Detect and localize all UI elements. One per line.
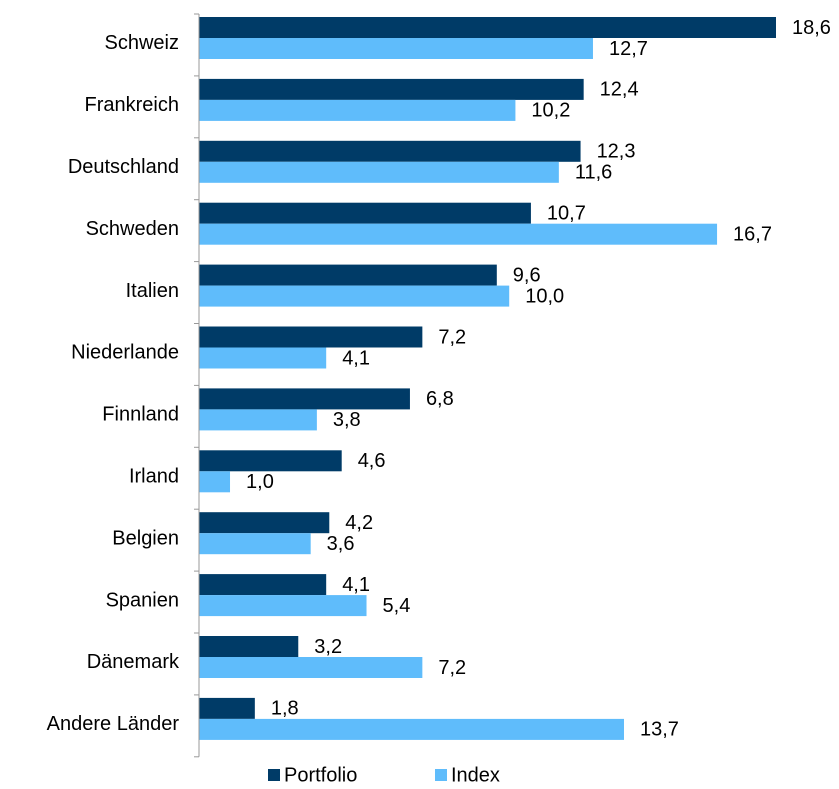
value-label-portfolio-daenemark: 3,2 (314, 636, 342, 658)
bar-index-daenemark (199, 657, 423, 678)
bar-index-italien (199, 285, 510, 307)
bar-portfolio-schweden (199, 202, 531, 224)
bar-index-finnland (199, 409, 317, 431)
value-label-index-schweden: 16,7 (733, 223, 772, 245)
bar-index-deutschland (199, 161, 559, 183)
bar-index-schweiz (199, 38, 593, 59)
value-label-index-niederlande: 4,1 (342, 347, 370, 369)
category-label-andere-laender: Andere Länder (47, 713, 180, 735)
bar-portfolio-irland (199, 450, 342, 472)
bar-portfolio-belgien (199, 512, 330, 534)
value-label-index-irland: 1,0 (246, 471, 274, 493)
bar-portfolio-daenemark (199, 636, 299, 657)
bar-index-schweden (199, 223, 718, 245)
bar-portfolio-frankreich (199, 78, 584, 100)
legend-swatch-portfolio (268, 769, 280, 781)
bar-portfolio-andere-laender (199, 697, 255, 719)
value-label-index-deutschland: 11,6 (575, 162, 612, 184)
value-label-portfolio-irland: 4,6 (358, 450, 386, 472)
value-label-index-finnland: 3,8 (333, 409, 361, 431)
labels-layer: Schweiz 18,6 12,7 Frankreich 12,4 10,2 Deutsch… (47, 17, 831, 741)
bar-index-frankreich (199, 99, 516, 121)
category-label-deutschland: Deutschland (68, 156, 179, 178)
legend-label-portfolio: Portfolio (284, 764, 357, 786)
bar-index-spanien (199, 595, 367, 617)
bar-portfolio-finnland (199, 388, 410, 410)
bar-portfolio-niederlande (199, 326, 423, 348)
category-label-niederlande: Niederlande (71, 342, 179, 364)
value-label-portfolio-finnland: 6,8 (426, 388, 454, 410)
bar-index-niederlande (199, 347, 327, 369)
value-label-index-schweiz: 12,7 (609, 38, 648, 60)
category-label-spanien: Spanien (106, 589, 179, 611)
category-label-frankreich: Frankreich (85, 94, 179, 116)
axis-ticks (194, 13, 199, 758)
value-label-portfolio-schweiz: 18,6 (792, 17, 831, 39)
category-label-schweden: Schweden (86, 218, 179, 240)
bar-portfolio-spanien (199, 574, 327, 596)
legend: Portfolio Index (268, 764, 500, 786)
category-label-italien: Italien (126, 280, 179, 302)
value-label-portfolio-schweden: 10,7 (547, 202, 586, 224)
category-label-irland: Irland (129, 466, 179, 488)
value-label-portfolio-belgien: 4,2 (345, 512, 373, 534)
category-label-belgien: Belgien (112, 527, 179, 549)
value-label-index-spanien: 5,4 (383, 595, 411, 617)
bar-index-andere-laender (199, 718, 624, 740)
value-label-portfolio-niederlande: 7,2 (438, 326, 466, 348)
legend-label-index: Index (451, 764, 500, 786)
value-label-index-andere-laender: 13,7 (640, 719, 679, 741)
legend-swatch-index (435, 769, 447, 781)
bar-index-irland (199, 471, 231, 493)
value-label-index-frankreich: 10,2 (531, 100, 570, 122)
value-label-portfolio-deutschland: 12,3 (597, 141, 636, 163)
value-label-portfolio-frankreich: 12,4 (600, 79, 639, 101)
value-label-portfolio-italien: 9,6 (513, 264, 541, 286)
value-label-index-italien: 10,0 (525, 285, 564, 307)
bar-portfolio-deutschland (199, 140, 581, 162)
value-label-portfolio-spanien: 4,1 (342, 574, 370, 596)
value-label-index-belgien: 3,6 (327, 533, 355, 555)
category-label-daenemark: Dänemark (87, 651, 180, 673)
bar-portfolio-schweiz (199, 17, 776, 38)
value-label-index-daenemark: 7,2 (438, 657, 466, 679)
category-label-schweiz: Schweiz (105, 32, 179, 54)
bar-portfolio-italien (199, 264, 497, 286)
value-label-portfolio-andere-laender: 1,8 (271, 698, 299, 720)
category-label-finnland: Finnland (102, 404, 179, 426)
bar-index-belgien (199, 533, 311, 555)
bars-layer (199, 17, 776, 740)
